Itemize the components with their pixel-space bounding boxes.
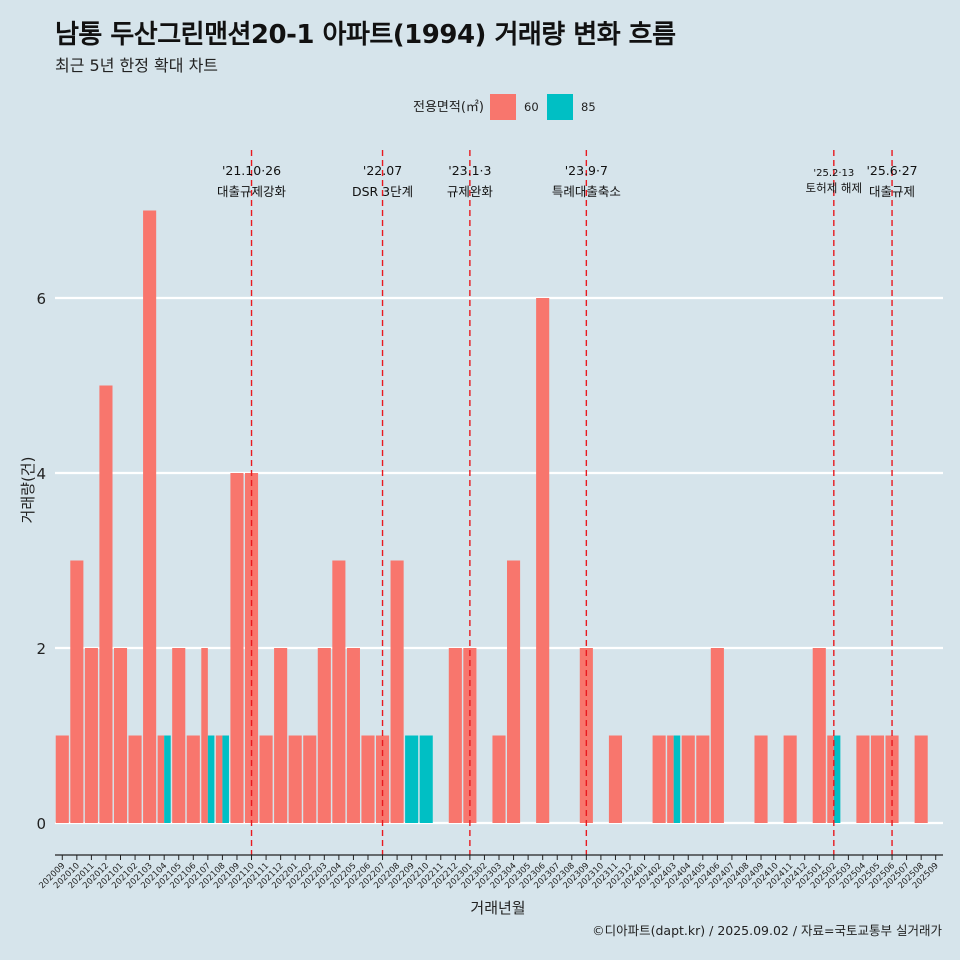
bar-60 [885,735,899,823]
bar-60 [667,735,674,823]
bar-60 [288,735,302,823]
bar-60 [99,385,113,823]
bar-60 [172,648,186,823]
bar-60 [390,560,404,823]
bar-60 [856,735,870,823]
bar-85 [673,735,681,823]
annotation-label: 대출규제강화 [217,184,287,199]
bar-60 [274,648,288,823]
chart-subtitle: 최근 5년 한정 확대 차트 [55,56,219,75]
bar-60 [448,648,462,823]
bar-85 [207,735,215,823]
bar-60 [201,648,208,823]
bar-85 [222,735,229,823]
bar-60 [710,648,724,823]
annotation-date: '25.2·13 [813,168,854,179]
bar-60 [244,473,259,823]
bar-60 [259,735,273,823]
bar-60 [303,735,317,823]
bars [55,210,928,823]
policy-annotations: '21.10·26 대출규제강화 '22.07 DSR 3단계 '23.1·3 규제완화 '… [217,150,918,855]
annotation-date: '22.07 [363,163,402,178]
y-tick-label: 6 [36,290,46,308]
chart-title: 남통 두산그린맨션20-1 아파트(1994) 거래량 변화 흐름 [55,20,676,50]
chart-caption: ©디아파트(dapt.kr) / 2025.09.02 / 자료=국토교통부 실… [592,923,942,938]
y-tick-label: 4 [36,465,46,483]
bar-60 [696,735,710,823]
bar-60 [157,735,165,823]
bar-60 [652,735,666,823]
bar-60 [317,648,331,823]
y-axis-title: 거래량(건) [19,457,37,524]
bar-60 [812,648,826,823]
bar-60 [186,735,200,823]
bar-60 [84,648,98,823]
bar-60 [361,735,375,823]
bar-60 [375,735,390,823]
bar-60 [827,735,834,823]
annotation-label: 규제완화 [447,184,494,199]
annotation-date: '23.9·7 [565,163,608,178]
y-tick-label: 0 [36,815,46,833]
y-tick-label: 2 [36,640,46,658]
bar-60 [230,473,244,823]
annotation-date: '21.10·26 [222,163,281,178]
legend-title: 전용면적(㎡) [413,100,484,115]
bar-60 [536,298,550,823]
annotation-label: 특례대출축소 [552,184,621,199]
annotation-label: 대출규제 [869,184,915,199]
bar-85 [164,735,171,823]
annotation-date: '23.1·3 [448,163,491,178]
legend-label: 85 [581,100,596,114]
bar-60 [128,735,142,823]
legend-swatch [547,94,573,120]
bar-60 [492,735,506,823]
bar-60 [70,560,84,823]
bar-60 [681,735,695,823]
bar-60 [143,210,157,823]
bar-60 [215,735,223,823]
legend-label: 60 [524,100,539,114]
x-axis-title: 거래년월 [470,899,525,917]
annotation-label: DSR 3단계 [352,184,413,199]
annotation-date: '25.6·27 [866,163,917,178]
bar-60 [608,735,623,823]
legend-swatch [490,94,516,120]
bar-60 [55,735,69,823]
bar-60 [507,560,521,823]
bar-60 [870,735,885,823]
legend: 전용면적(㎡) 60 85 [413,94,596,120]
bar-60 [914,735,928,823]
bar-85 [833,735,841,823]
bar-60 [346,648,360,823]
bar-85 [419,735,433,823]
bar-60 [113,648,128,823]
bar-60 [754,735,768,823]
bar-85 [405,735,419,823]
bar-60 [783,735,797,823]
bar-60 [332,560,346,823]
annotation-label: 토허제 해제 [806,181,863,195]
